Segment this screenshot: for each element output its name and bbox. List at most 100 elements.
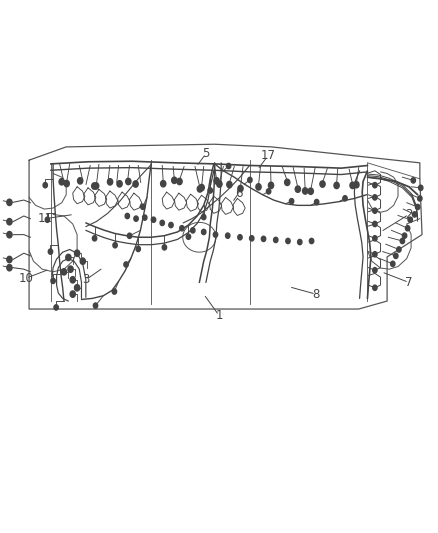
Circle shape [373,252,377,257]
Circle shape [124,262,128,267]
Circle shape [59,179,64,185]
Circle shape [373,195,377,200]
Text: 2: 2 [405,208,413,221]
Text: 1: 1 [215,309,223,322]
Circle shape [78,177,83,184]
Text: 11: 11 [38,212,53,225]
Circle shape [186,234,191,239]
Circle shape [136,246,141,252]
Circle shape [169,222,173,228]
Circle shape [201,229,206,235]
Circle shape [397,247,401,252]
Circle shape [214,177,219,184]
Text: 8: 8 [312,288,320,301]
Text: 3: 3 [82,273,89,286]
Circle shape [92,236,97,241]
Circle shape [238,185,243,192]
Circle shape [64,180,69,187]
Circle shape [391,261,395,266]
Circle shape [343,196,347,201]
Circle shape [411,177,416,183]
Circle shape [373,208,377,213]
Circle shape [48,249,53,254]
Circle shape [7,199,12,206]
Circle shape [94,183,99,189]
Circle shape [274,237,278,243]
Circle shape [261,236,266,241]
Circle shape [160,220,164,225]
Circle shape [80,258,85,264]
Circle shape [248,177,252,183]
Circle shape [208,188,212,193]
Circle shape [134,216,138,221]
Circle shape [7,219,12,225]
Circle shape [418,196,422,201]
Circle shape [93,303,98,308]
Text: 10: 10 [18,272,33,285]
Text: 7: 7 [405,276,413,289]
Circle shape [295,186,300,192]
Circle shape [112,289,117,294]
Circle shape [373,236,377,241]
Circle shape [416,204,420,209]
Circle shape [309,238,314,244]
Text: 6: 6 [235,187,242,200]
Circle shape [408,217,413,222]
Circle shape [314,199,319,205]
Circle shape [227,181,232,188]
Circle shape [7,264,12,271]
Text: 17: 17 [261,149,276,163]
Circle shape [373,285,377,290]
Circle shape [217,181,222,187]
Circle shape [308,188,313,195]
Circle shape [285,179,290,185]
Circle shape [54,305,58,310]
Circle shape [213,232,218,237]
Circle shape [7,256,12,263]
Circle shape [61,269,67,275]
Circle shape [113,243,117,248]
Circle shape [127,233,132,238]
Circle shape [43,182,47,188]
Circle shape [177,179,182,184]
Circle shape [394,253,398,259]
Text: 5: 5 [202,147,210,160]
Circle shape [286,238,290,244]
Circle shape [161,181,166,187]
Circle shape [354,182,359,188]
Circle shape [320,181,325,187]
Circle shape [403,233,407,238]
Circle shape [92,183,97,189]
Circle shape [226,163,231,168]
Circle shape [70,277,75,283]
Circle shape [201,214,206,220]
Circle shape [191,228,195,233]
Circle shape [162,245,166,250]
Circle shape [400,238,405,244]
Circle shape [151,217,155,222]
Circle shape [51,278,55,284]
Circle shape [117,181,122,187]
Circle shape [297,239,302,245]
Circle shape [413,212,417,217]
Circle shape [373,268,377,273]
Circle shape [373,221,377,227]
Circle shape [199,184,204,191]
Circle shape [143,215,147,220]
Circle shape [419,185,423,190]
Circle shape [107,179,113,185]
Circle shape [290,199,294,204]
Circle shape [197,185,202,192]
Circle shape [74,250,80,256]
Circle shape [172,177,177,183]
Circle shape [238,235,242,240]
Circle shape [334,182,339,189]
Circle shape [266,189,271,194]
Circle shape [74,285,80,291]
Circle shape [125,213,130,219]
Circle shape [133,181,138,187]
Circle shape [256,184,261,190]
Circle shape [7,231,12,238]
Circle shape [68,266,73,272]
Circle shape [70,291,75,297]
